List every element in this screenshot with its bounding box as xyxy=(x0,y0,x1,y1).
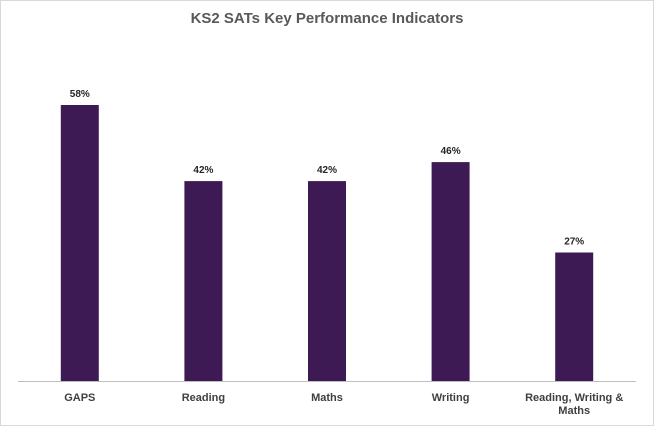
data-label: 42% xyxy=(193,165,213,176)
x-tick-label: Writing xyxy=(432,392,470,404)
x-tick-label: Reading, Writing & xyxy=(525,392,623,404)
x-tick-label: Reading xyxy=(182,392,225,404)
bar-maths xyxy=(308,181,346,381)
data-label: 46% xyxy=(441,146,461,157)
bar-reading-writing-maths xyxy=(555,252,594,381)
bar-reading xyxy=(184,181,223,381)
bar-gaps xyxy=(60,105,99,381)
x-tick-label: Maths xyxy=(311,392,343,404)
x-tick-label: Maths xyxy=(558,405,590,417)
chart-title: KS2 SATs Key Performance Indicators xyxy=(190,10,464,27)
bar-writing xyxy=(431,162,470,381)
data-label: 42% xyxy=(317,165,337,176)
data-label: 58% xyxy=(70,89,90,100)
x-tick-label: GAPS xyxy=(64,392,95,404)
data-label: 27% xyxy=(564,237,584,248)
